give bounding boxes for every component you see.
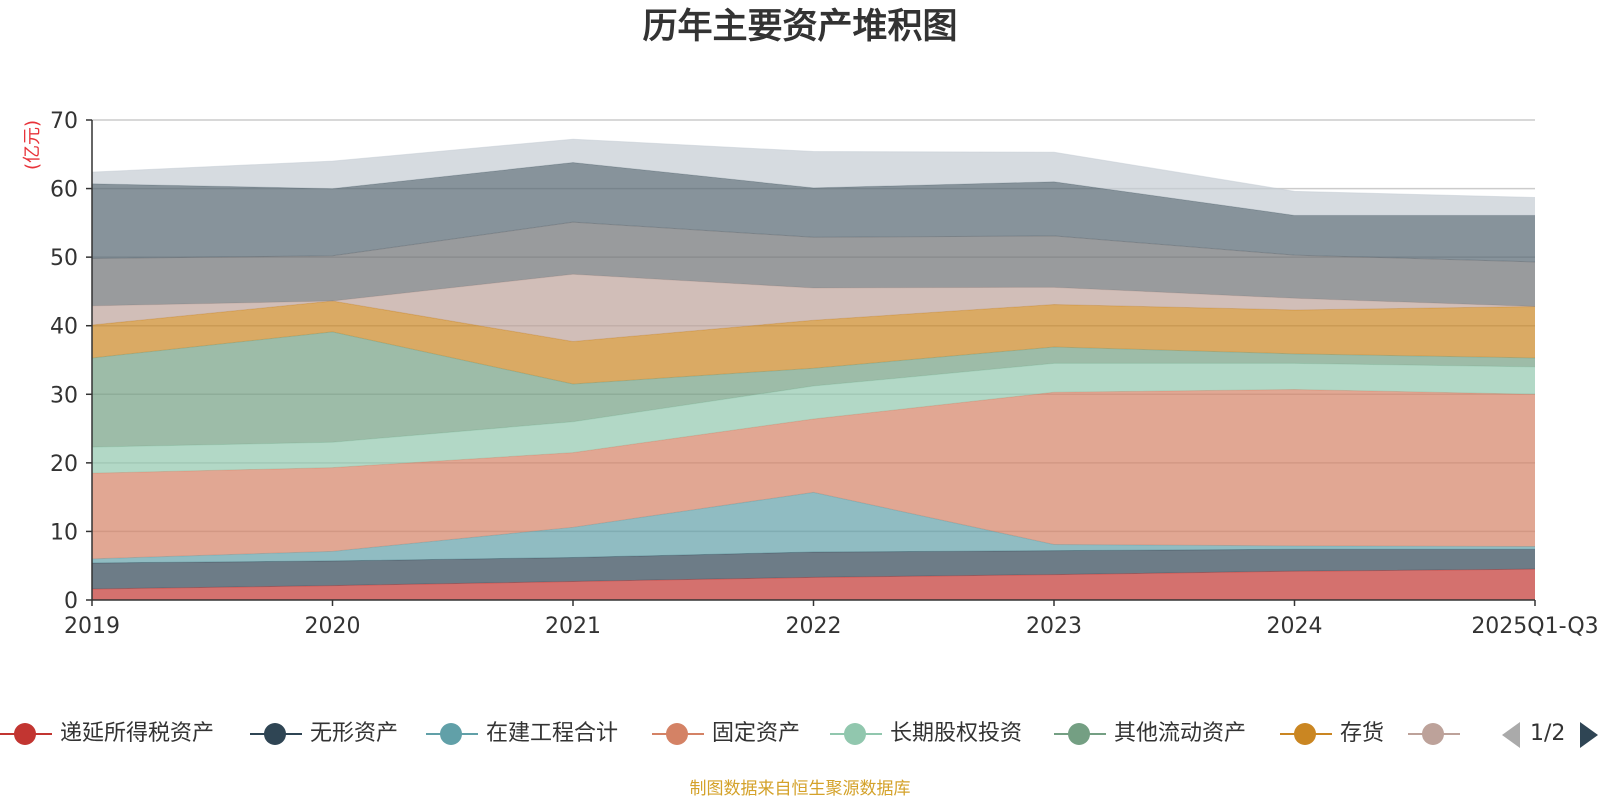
x-tick-label: 2019 <box>64 614 120 639</box>
y-tick-label: 30 <box>50 383 78 408</box>
pager-prev-arrow-icon[interactable] <box>1502 722 1520 748</box>
legend: 递延所得税资产无形资产在建工程合计固定资产长期股权投资其他流动资产存货交易性金融… <box>0 716 1600 752</box>
x-tick-label: 2024 <box>1267 614 1323 639</box>
area-series-6[interactable] <box>92 331 1535 448</box>
pager-next-arrow-icon[interactable] <box>1580 722 1598 748</box>
area-series-8[interactable] <box>92 274 1535 342</box>
area-series-edge-11 <box>91 138 1536 198</box>
area-series-11[interactable] <box>92 139 1535 216</box>
legend-label: 递延所得税资产 <box>60 721 215 746</box>
y-axis-unit-label: (亿元) <box>22 120 43 170</box>
x-tick-label: 2022 <box>786 614 842 639</box>
legend-dot-icon <box>666 723 688 745</box>
y-tick-label: 40 <box>50 315 78 340</box>
legend-label: 在建工程合计 <box>486 721 619 746</box>
x-tick-label: 2021 <box>545 614 601 639</box>
legend-dot-icon <box>440 723 462 745</box>
legend-label: 长期股权投资 <box>890 721 1023 746</box>
legend-pager: 1/2 <box>1494 716 1600 752</box>
series-areas <box>91 138 1536 600</box>
legend-dot-icon <box>844 723 866 745</box>
legend-label: 其他流动资产 <box>1114 721 1247 746</box>
legend-dot-icon <box>264 723 286 745</box>
area-series-9[interactable] <box>92 222 1535 307</box>
legend-dot-icon <box>1422 723 1444 745</box>
area-series-7[interactable] <box>92 301 1535 384</box>
area-series-10[interactable] <box>92 162 1535 262</box>
pager-page-text: 1/2 <box>1530 721 1566 746</box>
legend-label: 固定资产 <box>712 721 801 746</box>
x-tick-label: 2025Q1-Q3 <box>1471 614 1598 639</box>
area-series-5[interactable] <box>92 363 1535 474</box>
y-tick-label: 60 <box>50 178 78 203</box>
area-series-4[interactable] <box>92 389 1535 559</box>
legend-dot-icon <box>1294 723 1316 745</box>
legend-label: 存货 <box>1340 721 1385 746</box>
y-tick-label: 10 <box>50 520 78 545</box>
area-series-1[interactable] <box>92 569 1535 600</box>
y-tick-label: 0 <box>64 589 78 614</box>
y-tick-label: 70 <box>50 109 78 134</box>
x-tick-label: 2023 <box>1026 614 1082 639</box>
y-tick-label: 20 <box>50 452 78 477</box>
legend-label: 无形资产 <box>310 721 399 746</box>
legend-dot-icon <box>14 723 36 745</box>
axes: 0 10 20 30 40 50 60 70 2019 2020 2021 2022 2023 2024 2… <box>50 109 1599 639</box>
x-tick-label: 2020 <box>305 614 361 639</box>
legend-items: 递延所得税资产无形资产在建工程合计固定资产长期股权投资其他流动资产存货交易性金融… <box>0 716 1468 752</box>
legend-dot-icon <box>1068 723 1090 745</box>
stacked-area-chart: 0 10 20 30 40 50 60 70 2019 2020 2021 2022 2023 2024 2… <box>22 109 1599 639</box>
y-tick-label: 50 <box>50 246 78 271</box>
chart-title: 历年主要资产堆积图 <box>642 7 958 47</box>
data-source-footer: 制图数据来自恒生聚源数据库 <box>689 779 911 799</box>
